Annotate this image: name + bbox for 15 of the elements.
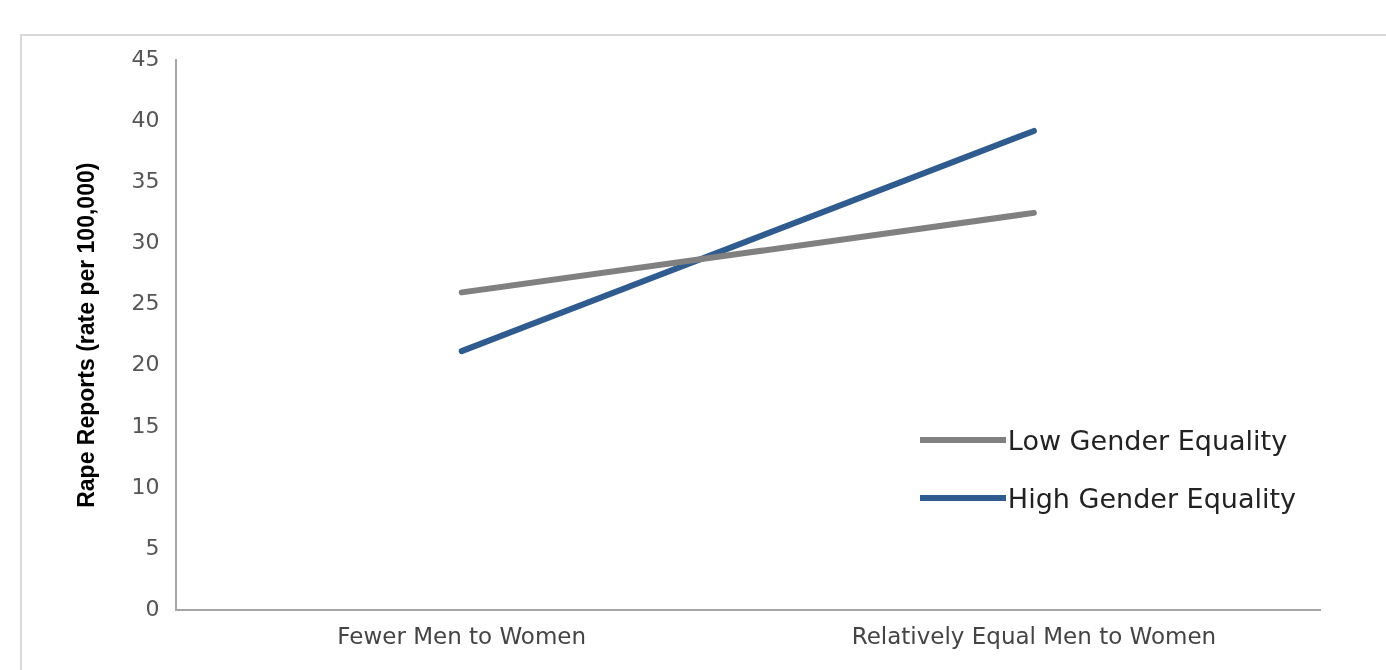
y-tick-label: 30 bbox=[131, 229, 160, 255]
y-axis-title: Rape Reports (rate per 100,000) bbox=[73, 162, 100, 508]
y-tick-label: 20 bbox=[131, 351, 160, 377]
y-tick-label: 15 bbox=[131, 412, 160, 438]
x-tick-label: Fewer Men to Women bbox=[337, 623, 587, 650]
x-tick-label: Relatively Equal Men to Women bbox=[851, 623, 1217, 650]
y-tick-label: 0 bbox=[145, 596, 160, 622]
y-tick-label: 5 bbox=[145, 534, 160, 560]
y-tick-label: 10 bbox=[131, 473, 160, 499]
y-tick-label: 45 bbox=[131, 45, 160, 71]
y-tick-label: 25 bbox=[131, 290, 160, 316]
legend-label: High Gender Equality bbox=[1007, 482, 1296, 514]
y-tick-label: 35 bbox=[131, 168, 160, 194]
y-tick-label: 40 bbox=[131, 106, 160, 132]
legend-label: Low Gender Equality bbox=[1007, 424, 1288, 456]
